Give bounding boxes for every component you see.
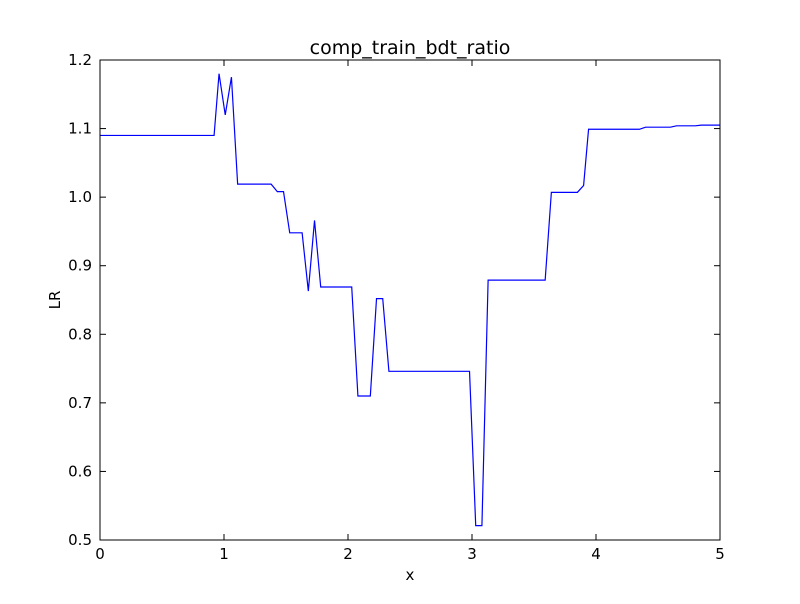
y-tick-label: 0.5 (68, 531, 92, 549)
x-tick-label: 1 (219, 545, 229, 563)
plot-area-background (100, 60, 720, 540)
chart-title: comp_train_bdt_ratio (310, 37, 511, 59)
series-line (100, 73, 720, 527)
x-tick-label: 4 (591, 545, 601, 563)
y-tick-label: 0.7 (68, 394, 92, 412)
data-series (100, 73, 720, 527)
y-tick-label: 1.1 (68, 120, 92, 138)
y-tick-label: 0.6 (68, 462, 92, 480)
x-tick-label: 3 (467, 545, 477, 563)
y-axis-label: LR (46, 291, 64, 310)
x-tick-label: 0 (95, 545, 105, 563)
x-tick-label: 2 (343, 545, 353, 563)
y-tick-label: 1.0 (68, 188, 92, 206)
x-axis-label: x (406, 566, 415, 584)
plot-area-frame (99, 59, 721, 541)
y-tick-label: 0.8 (68, 325, 92, 343)
x-tick-label: 5 (715, 545, 725, 563)
y-tick-label: 0.9 (68, 257, 92, 275)
y-tick-label: 1.2 (68, 51, 92, 69)
